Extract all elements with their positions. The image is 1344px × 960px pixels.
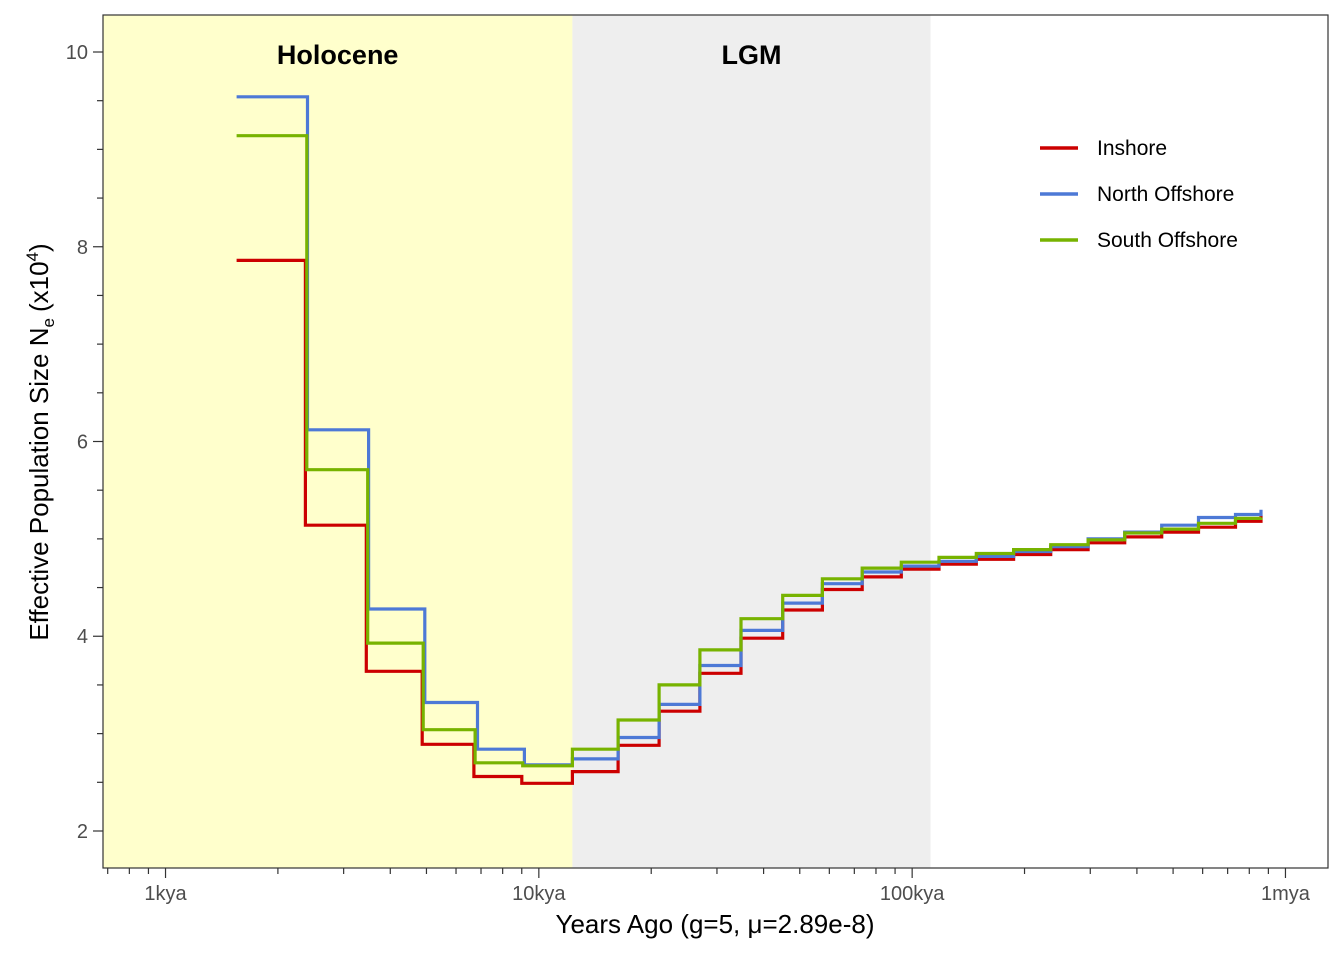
series-layer: [236, 95, 1263, 785]
region-band-lgm: [572, 15, 931, 868]
y-axis-title-paren-open: (x10: [24, 261, 54, 312]
x-tick-label: 1mya: [1261, 883, 1311, 905]
y-tick-label: 4: [77, 626, 88, 648]
x-axis: 1kya 10kya 100kya 1mya: [107, 868, 1311, 905]
region-labels-layer: Holocene LGM: [277, 40, 782, 70]
legend: Inshore North Offshore South Offshore: [1040, 137, 1238, 252]
region-label-holocene: Holocene: [277, 40, 399, 70]
y-axis: 2 4 6 8 10: [66, 42, 103, 843]
legend-label-north-offshore: North Offshore: [1097, 183, 1234, 206]
series-line-south-offshore: [236, 134, 1263, 768]
legend-label-south-offshore: South Offshore: [1097, 229, 1238, 252]
y-axis-title-main: Effective Population Size N: [24, 328, 54, 641]
region-label-lgm: LGM: [721, 40, 781, 70]
y-axis-title-superscript: 4: [23, 252, 42, 261]
regions-layer: [103, 15, 931, 868]
y-axis-title: Effective Population Size Ne (x104): [23, 243, 58, 640]
y-tick-label: 8: [77, 237, 88, 259]
x-tick-label: 100kya: [880, 883, 945, 905]
y-tick-label: 10: [66, 42, 88, 64]
x-tick-label: 1kya: [144, 883, 187, 905]
region-band-holocene: [103, 15, 573, 868]
y-axis-title-subscript: e: [39, 318, 58, 327]
y-axis-title-paren-close: ): [24, 243, 54, 252]
x-tick-label: 10kya: [512, 883, 566, 905]
x-axis-title: Years Ago (g=5, μ=2.89e-8): [555, 909, 874, 939]
y-tick-label: 2: [77, 821, 88, 843]
y-tick-label: 6: [77, 432, 88, 454]
legend-label-inshore: Inshore: [1097, 137, 1167, 160]
